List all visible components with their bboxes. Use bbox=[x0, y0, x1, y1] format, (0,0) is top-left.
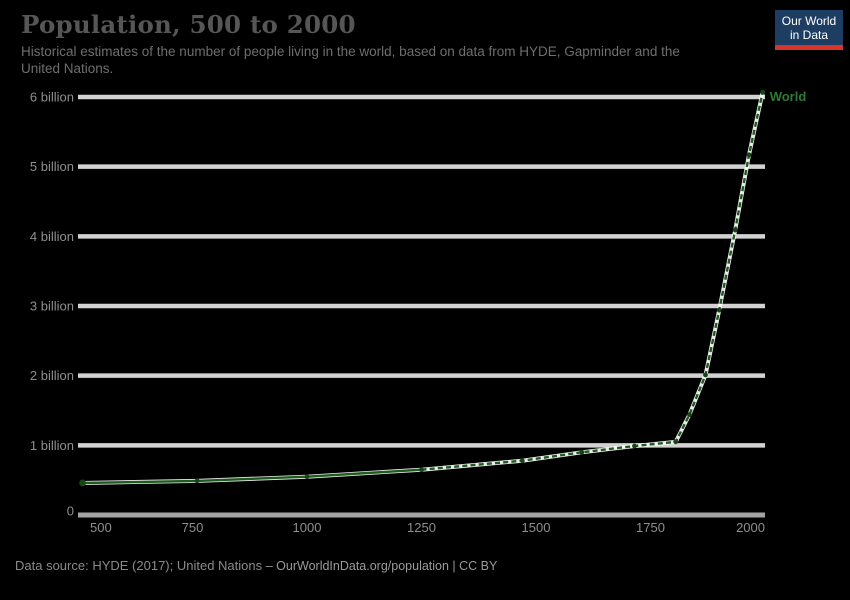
x-tick-label-1250: 1250 bbox=[407, 520, 436, 535]
y-tick-label-3: 3 billion bbox=[30, 299, 74, 314]
data-point-marker bbox=[760, 89, 766, 95]
owid-logo-line-1: Our World bbox=[781, 13, 837, 28]
series-line-solid bbox=[82, 468, 422, 485]
subtitle-line-2: United Nations. bbox=[21, 61, 114, 76]
y-tick-label-2: 2 billion bbox=[30, 368, 74, 383]
owid-logo: Our World in Data bbox=[775, 10, 843, 50]
x-tick-label-2000: 2000 bbox=[736, 520, 765, 535]
data-point-marker bbox=[419, 467, 424, 473]
x-tick-label-1000: 1000 bbox=[293, 520, 322, 535]
data-point-marker bbox=[732, 227, 738, 233]
y-tick-label-1: 1 billion bbox=[30, 438, 74, 453]
owid-logo-line-2: in Data bbox=[789, 27, 829, 42]
subtitle-line-1: Historical estimates of the number of pe… bbox=[21, 44, 680, 59]
data-point-marker bbox=[194, 478, 200, 484]
data-point-marker bbox=[579, 449, 585, 455]
page-subtitle: Historical estimates of the number of pe… bbox=[21, 43, 781, 77]
y-tick-label-0: 0 bbox=[67, 504, 74, 519]
data-point-marker bbox=[304, 474, 310, 480]
y-tick-label-6: 6 billion bbox=[30, 90, 74, 105]
footer-attribution: – OurWorldInData.org/population | CC BY bbox=[265, 559, 498, 573]
footer: Data source: HYDE (2017); United Nations… bbox=[15, 558, 635, 574]
series-line-halo bbox=[82, 91, 765, 485]
data-point-marker bbox=[632, 443, 637, 449]
footer-source: Data source: HYDE (2017); United Nations bbox=[15, 558, 263, 573]
y-tick-label-5: 5 billion bbox=[30, 159, 74, 174]
y-tick-label-4: 4 billion bbox=[30, 229, 74, 244]
data-point-marker bbox=[519, 458, 525, 464]
data-point-marker bbox=[673, 439, 679, 445]
data-point-marker bbox=[746, 152, 752, 158]
x-tick-label-1500: 1500 bbox=[522, 520, 551, 535]
data-point-marker bbox=[703, 372, 708, 378]
x-tick-label-750: 750 bbox=[182, 520, 204, 535]
series-line-dashed bbox=[421, 91, 764, 471]
series-end-label: World bbox=[770, 89, 807, 104]
data-point-marker bbox=[687, 412, 692, 418]
data-point-marker bbox=[716, 307, 722, 313]
page-title: Population, 500 to 2000 bbox=[21, 10, 356, 39]
x-tick-label-1750: 1750 bbox=[636, 520, 665, 535]
x-tick-label-500: 500 bbox=[90, 520, 112, 535]
data-point-marker bbox=[79, 479, 86, 487]
